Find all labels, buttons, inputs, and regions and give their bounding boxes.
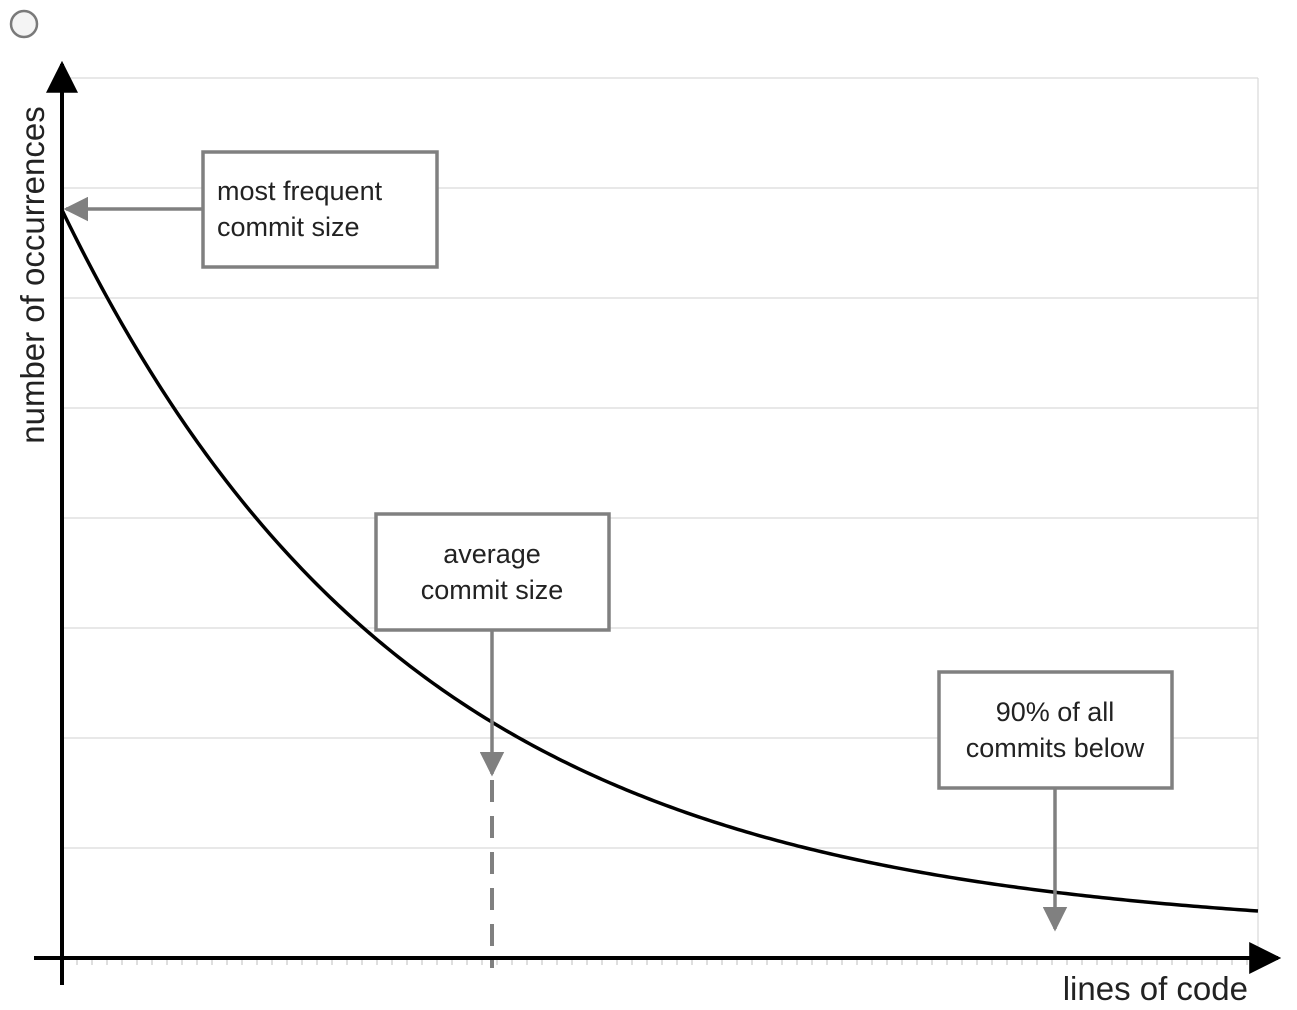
most-frequent-callout: most frequent commit size: [63, 150, 439, 269]
p90-callout: 90% of all commits below: [937, 670, 1174, 932]
most-frequent-label-line2: commit size: [217, 212, 360, 242]
y-axis-label: number of occurrences: [14, 106, 51, 444]
x-axis-label: lines of code: [1063, 970, 1248, 1007]
p90-box: [937, 670, 1174, 790]
most-frequent-box: [201, 150, 439, 269]
decay-curve: [60, 209, 1259, 913]
p90-label-line1: 90% of all: [996, 697, 1115, 727]
circle-radio-icon[interactable]: [9, 9, 39, 39]
average-box: [374, 512, 611, 632]
average-label-line1: average: [443, 539, 541, 569]
average-label-line2: commit size: [421, 575, 564, 605]
most-frequent-label-line1: most frequent: [217, 176, 383, 206]
p90-label-line2: commits below: [966, 733, 1145, 763]
average-callout: average commit size: [374, 512, 611, 777]
